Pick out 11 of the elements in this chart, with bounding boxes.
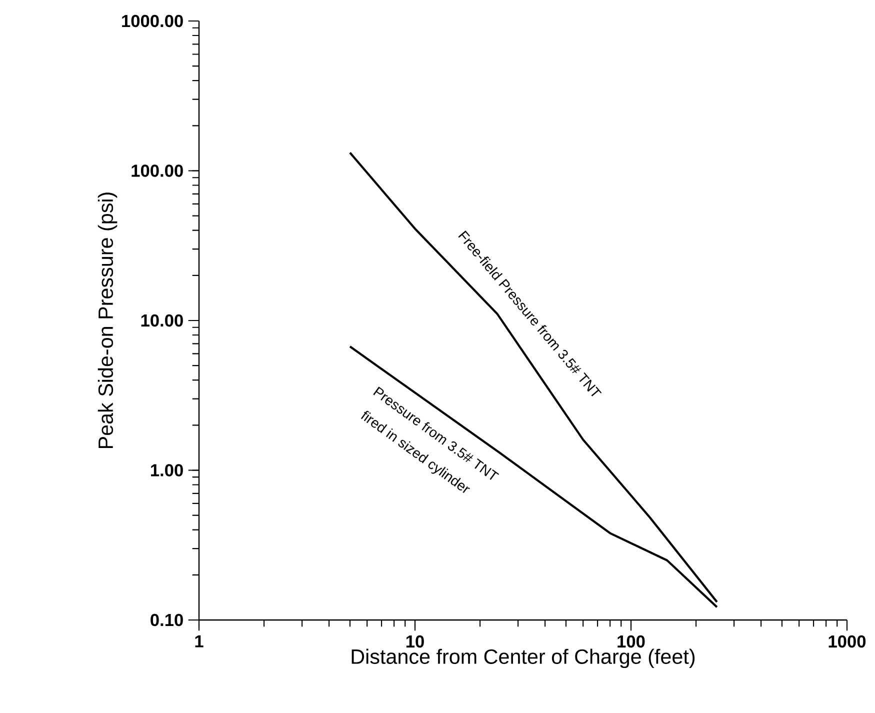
- x-tick-label: 1000: [828, 635, 866, 648]
- y-axis-title: Peak Side-on Pressure (psi): [98, 192, 118, 448]
- x-tick-label: 1: [195, 635, 204, 648]
- y-tick-label: 1.00: [150, 464, 183, 476]
- y-tick-label: 0.10: [150, 614, 183, 626]
- x-tick-label: 10: [406, 635, 424, 648]
- y-tick-label: 10.00: [141, 314, 183, 327]
- x-tick-label: 100: [618, 635, 645, 648]
- y-tick-label: 1000.00: [122, 14, 183, 28]
- x-axis-title: Distance from Center of Charge (feet): [352, 648, 695, 668]
- y-tick-label: 100.00: [132, 164, 183, 177]
